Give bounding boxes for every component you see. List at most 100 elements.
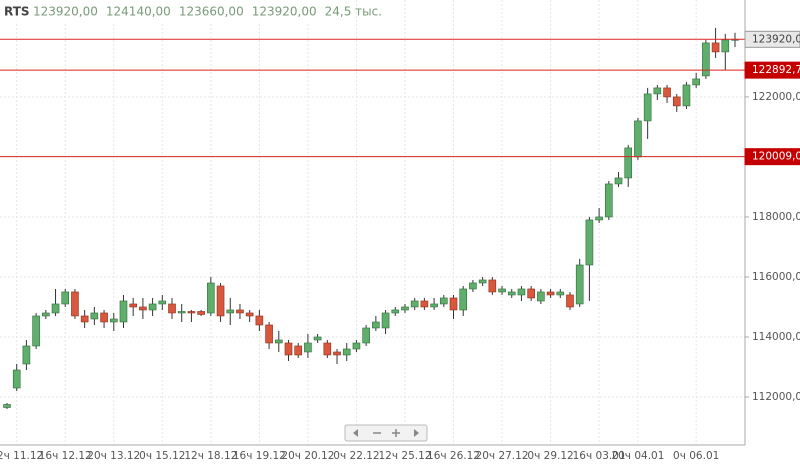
scroll-bar[interactable] xyxy=(344,424,428,442)
candle-down xyxy=(566,294,574,308)
x-tick-label: 20ч 04.01 xyxy=(611,450,664,462)
candle-up xyxy=(595,216,603,221)
x-tick-label: 20ч 27.12 xyxy=(476,450,529,462)
header-value: 123660,00 xyxy=(179,5,244,19)
candle-down xyxy=(255,315,264,326)
candle-down xyxy=(420,300,429,308)
candle-down xyxy=(216,285,225,317)
x-tick-label: 0ч 22.12 xyxy=(333,450,379,462)
x-tick-label: 0ч 06.01 xyxy=(673,450,719,462)
candle-down xyxy=(294,345,303,356)
candle-up xyxy=(51,303,60,314)
x-tick-label: 16ч 26.12 xyxy=(427,450,480,462)
candle-down xyxy=(71,291,79,317)
level-label: 123920,00 xyxy=(752,33,800,45)
candle-up xyxy=(537,291,545,302)
level-label-box xyxy=(744,61,800,79)
candle-down xyxy=(187,311,196,314)
candle-up xyxy=(313,336,322,341)
candle-up xyxy=(624,147,633,179)
candle-up xyxy=(148,303,157,311)
x-tick-label: 12ч 11.12 xyxy=(0,450,43,462)
scroll-controls[interactable] xyxy=(344,424,428,442)
x-tick-label: 20ч 20.12 xyxy=(281,450,334,462)
candle-up xyxy=(498,288,506,293)
candle-down xyxy=(236,309,244,314)
candle-down xyxy=(139,306,147,311)
candle-down xyxy=(663,87,671,98)
candle-down xyxy=(323,342,332,356)
candle-up xyxy=(372,321,380,329)
candle-up xyxy=(401,306,409,311)
candle-up xyxy=(469,282,477,290)
y-tick-label: 112000,00 xyxy=(752,391,800,403)
candle-up xyxy=(653,87,662,95)
candle-up xyxy=(381,312,390,329)
candle-up xyxy=(643,93,652,122)
plot-area xyxy=(0,0,745,445)
candle-down xyxy=(527,288,535,299)
candle-down xyxy=(284,342,293,356)
candle-up xyxy=(575,264,584,305)
candle-up xyxy=(682,84,691,107)
candle-up xyxy=(507,291,516,296)
level-label-box xyxy=(744,30,800,48)
candle-up xyxy=(90,312,99,320)
candle-up xyxy=(42,312,50,317)
x-tick-label: 0ч 15.12 xyxy=(139,450,185,462)
header-value: 123920,00 xyxy=(33,5,98,19)
level-label: 120009,08 xyxy=(752,151,800,163)
scroll-left[interactable] xyxy=(353,429,358,437)
scroll-right[interactable] xyxy=(414,429,419,437)
candle-down xyxy=(80,315,89,323)
y-tick-label: 114000,00 xyxy=(752,331,800,343)
candle-up xyxy=(158,300,167,305)
candle-up xyxy=(12,369,21,389)
candle-down xyxy=(546,291,555,296)
candle-up xyxy=(207,282,215,314)
x-tick-label: 12ч 18.12 xyxy=(184,450,237,462)
x-tick-label: 20ч 13.12 xyxy=(87,450,140,462)
candle-up xyxy=(32,315,40,347)
candle-up xyxy=(439,297,448,305)
candle-up xyxy=(478,279,487,284)
candle-up xyxy=(109,318,118,323)
candle-up xyxy=(119,300,128,323)
header-bg xyxy=(0,0,345,22)
candle-up xyxy=(459,288,468,311)
candle-down xyxy=(265,324,273,344)
candle-up xyxy=(391,309,400,314)
y-tick-label: 118000,00 xyxy=(752,211,800,223)
candle-up xyxy=(430,303,438,308)
x-tick-label: 12ч 25.12 xyxy=(378,450,431,462)
candle-up xyxy=(410,300,419,308)
candle-up xyxy=(721,39,730,53)
candle-up xyxy=(585,219,594,266)
candle-down xyxy=(168,303,176,314)
candle-down xyxy=(197,311,205,315)
candle-up xyxy=(362,327,370,344)
y-tick-label: 122000,00 xyxy=(752,91,800,103)
header-value: 24,5 тыс. xyxy=(325,5,382,19)
candle-up xyxy=(342,348,351,356)
zoom-in[interactable] xyxy=(392,429,400,437)
x-tick-label: 16ч 19.12 xyxy=(233,450,286,462)
header-value: 124140,00 xyxy=(106,5,171,19)
level-label: 122892,72 xyxy=(752,64,800,76)
y-tick-label: 116000,00 xyxy=(752,271,800,283)
candle-up xyxy=(605,183,613,218)
x-tick-label: 16ч 12.12 xyxy=(39,450,92,462)
candle-up xyxy=(614,177,623,185)
candle-down xyxy=(129,303,137,308)
candle-up xyxy=(352,342,361,350)
candle-down xyxy=(672,96,681,107)
candle-up xyxy=(3,404,11,408)
x-tick-label: 16ч 03.01 xyxy=(573,450,626,462)
candle-up xyxy=(61,291,70,305)
candle-down xyxy=(711,42,720,53)
candle-up xyxy=(556,291,565,296)
ticker: RTS xyxy=(4,5,30,19)
candle-down xyxy=(333,351,341,356)
candle-up xyxy=(304,342,312,353)
